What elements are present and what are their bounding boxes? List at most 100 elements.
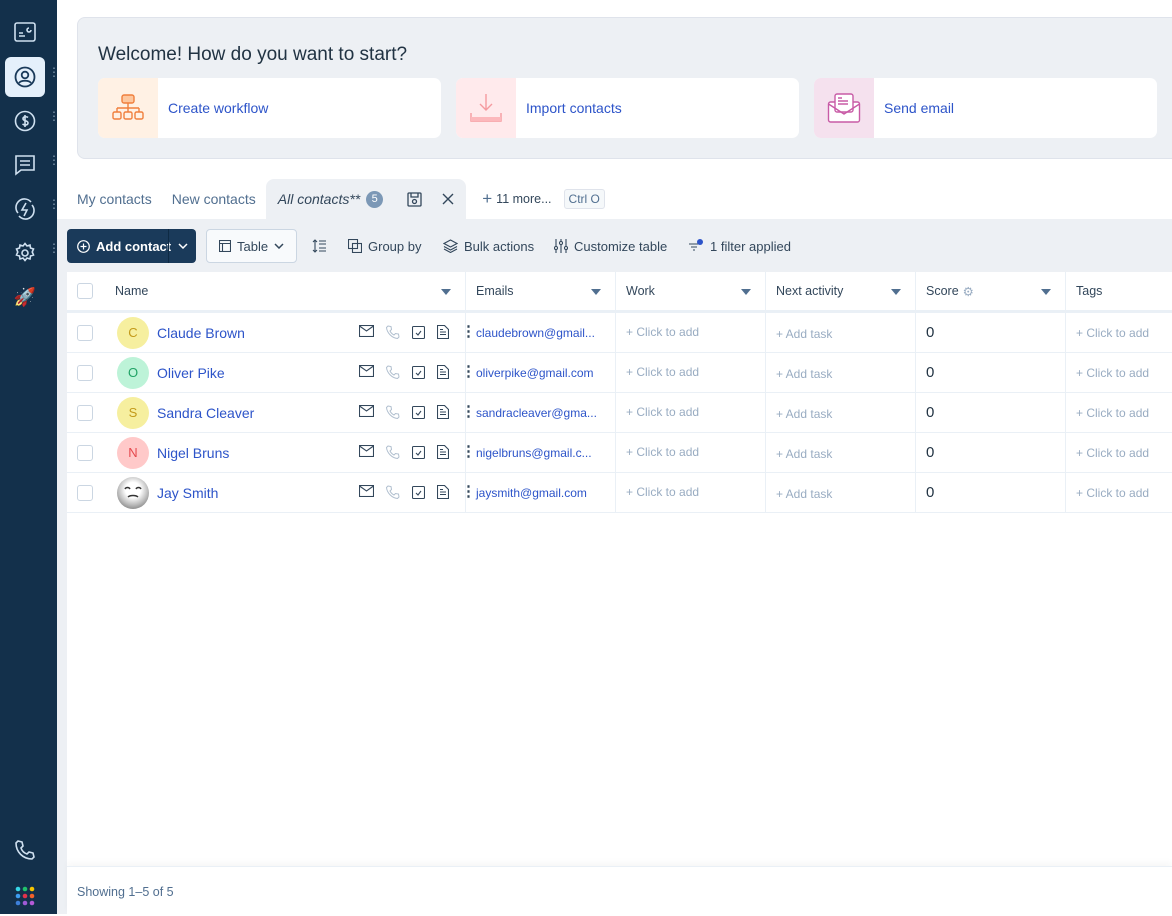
row-checkbox[interactable] <box>77 404 93 421</box>
contact-name-link[interactable]: Nigel Bruns <box>157 444 230 461</box>
chevron-down-icon[interactable] <box>178 243 188 249</box>
row-checkbox[interactable] <box>77 364 93 381</box>
task-icon[interactable] <box>412 365 425 379</box>
more-options-icon[interactable]: ⋮ <box>461 443 476 460</box>
tags-cell: + Click to add <box>1066 433 1172 472</box>
row-checkbox[interactable] <box>77 444 93 461</box>
more-options-icon[interactable]: ⋮ <box>461 363 476 380</box>
add-work-button[interactable]: + Click to add <box>626 405 700 419</box>
add-tag-button[interactable]: + Click to add <box>1076 485 1150 500</box>
more-icon[interactable]: ⋮ <box>48 153 60 167</box>
caret-down-icon[interactable] <box>1041 289 1051 295</box>
task-icon[interactable] <box>412 325 425 339</box>
contact-name-link[interactable]: Jay Smith <box>157 484 219 501</box>
more-options-icon[interactable]: ⋮ <box>461 403 476 420</box>
email-icon[interactable] <box>359 365 374 377</box>
column-work[interactable]: Work <box>616 272 766 310</box>
task-icon[interactable] <box>412 445 425 459</box>
send-email-card[interactable]: Send email <box>814 78 1157 138</box>
group-by-button[interactable]: Group by <box>348 229 421 263</box>
column-emails[interactable]: Emails <box>466 272 616 310</box>
task-icon[interactable] <box>412 485 425 499</box>
add-task-button[interactable]: + Add task <box>776 487 833 501</box>
rocket-icon[interactable]: 🚀 <box>13 286 37 307</box>
task-icon[interactable] <box>412 405 425 419</box>
select-all-checkbox[interactable] <box>77 283 93 299</box>
customize-table-button[interactable]: Customize table <box>554 229 667 263</box>
email-link[interactable]: oliverpike@gmail.com <box>476 365 594 380</box>
note-icon[interactable] <box>437 325 449 339</box>
row-checkbox[interactable] <box>77 484 93 501</box>
column-tags[interactable]: Tags <box>1066 272 1172 310</box>
phone-icon[interactable] <box>5 830 45 870</box>
add-task-button[interactable]: + Add task <box>776 327 833 341</box>
apps-grid-icon[interactable] <box>5 876 45 916</box>
contact-name-link[interactable]: Oliver Pike <box>157 364 225 381</box>
filter-button[interactable]: 1 filter applied <box>688 229 791 263</box>
note-icon[interactable] <box>437 405 449 419</box>
more-options-icon[interactable]: ⋮ <box>461 323 476 340</box>
caret-down-icon[interactable] <box>741 289 751 295</box>
email-icon[interactable] <box>359 485 374 497</box>
row-height-button[interactable] <box>312 229 327 263</box>
email-link[interactable]: jaysmith@gmail.com <box>476 485 587 500</box>
add-tag-button[interactable]: + Click to add <box>1076 365 1150 380</box>
more-views-button[interactable]: + 11 more... Ctrl O <box>466 179 615 219</box>
column-name[interactable]: Name <box>105 272 466 310</box>
phone-icon[interactable] <box>386 325 400 339</box>
gear-icon[interactable] <box>5 233 45 273</box>
note-icon[interactable] <box>437 365 449 379</box>
close-icon[interactable] <box>442 193 454 205</box>
add-tag-button[interactable]: + Click to add <box>1076 445 1150 460</box>
more-icon[interactable]: ⋮ <box>48 65 60 79</box>
add-task-button[interactable]: + Add task <box>776 367 833 381</box>
create-workflow-card[interactable]: Create workflow <box>98 78 441 138</box>
add-contact-button[interactable]: Add contact <box>67 229 196 263</box>
more-options-icon[interactable]: ⋮ <box>461 483 476 500</box>
row-checkbox[interactable] <box>77 324 93 341</box>
automation-icon[interactable] <box>5 189 45 229</box>
contact-name-link[interactable]: Claude Brown <box>157 324 245 341</box>
add-work-button[interactable]: + Click to add <box>626 445 700 459</box>
phone-icon[interactable] <box>386 445 400 459</box>
gear-icon[interactable]: ⚙ <box>962 284 974 299</box>
phone-icon[interactable] <box>386 485 400 499</box>
email-icon[interactable] <box>359 405 374 417</box>
phone-icon[interactable] <box>386 365 400 379</box>
tab-all-contacts[interactable]: All contacts** 5 <box>265 179 467 219</box>
note-icon[interactable] <box>437 485 449 499</box>
note-icon[interactable] <box>437 445 449 459</box>
email-icon[interactable] <box>359 325 374 337</box>
dashboard-icon[interactable] <box>5 12 45 52</box>
contact-name-link[interactable]: Sandra Cleaver <box>157 404 255 421</box>
caret-down-icon[interactable] <box>591 289 601 295</box>
caret-down-icon[interactable] <box>441 289 451 295</box>
column-score[interactable]: Score ⚙ <box>916 272 1066 310</box>
add-work-button[interactable]: + Click to add <box>626 485 700 499</box>
email-link[interactable]: sandracleaver@gma... <box>476 405 597 420</box>
chat-icon[interactable] <box>5 145 45 185</box>
email-link[interactable]: claudebrown@gmail... <box>476 325 595 340</box>
contacts-icon[interactable] <box>5 57 45 97</box>
add-work-button[interactable]: + Click to add <box>626 325 700 339</box>
phone-icon[interactable] <box>386 405 400 419</box>
email-link[interactable]: nigelbruns@gmail.c... <box>476 445 592 460</box>
email-icon[interactable] <box>359 445 374 457</box>
more-icon[interactable]: ⋮ <box>48 241 60 255</box>
add-tag-button[interactable]: + Click to add <box>1076 325 1150 340</box>
add-tag-button[interactable]: + Click to add <box>1076 405 1150 420</box>
add-work-button[interactable]: + Click to add <box>626 365 700 379</box>
add-task-button[interactable]: + Add task <box>776 447 833 461</box>
tab-my-contacts[interactable]: My contacts <box>77 191 152 207</box>
column-next-activity[interactable]: Next activity <box>766 272 916 310</box>
dollar-icon[interactable] <box>5 101 45 141</box>
more-icon[interactable]: ⋮ <box>48 197 60 211</box>
add-task-button[interactable]: + Add task <box>776 407 833 421</box>
save-view-icon[interactable] <box>407 191 422 207</box>
caret-down-icon[interactable] <box>891 289 901 295</box>
tab-new-contacts[interactable]: New contacts <box>171 191 256 207</box>
import-contacts-card[interactable]: Import contacts <box>456 78 799 138</box>
view-select[interactable]: Table <box>206 229 297 263</box>
bulk-actions-button[interactable]: Bulk actions <box>443 229 534 263</box>
more-icon[interactable]: ⋮ <box>48 109 60 123</box>
